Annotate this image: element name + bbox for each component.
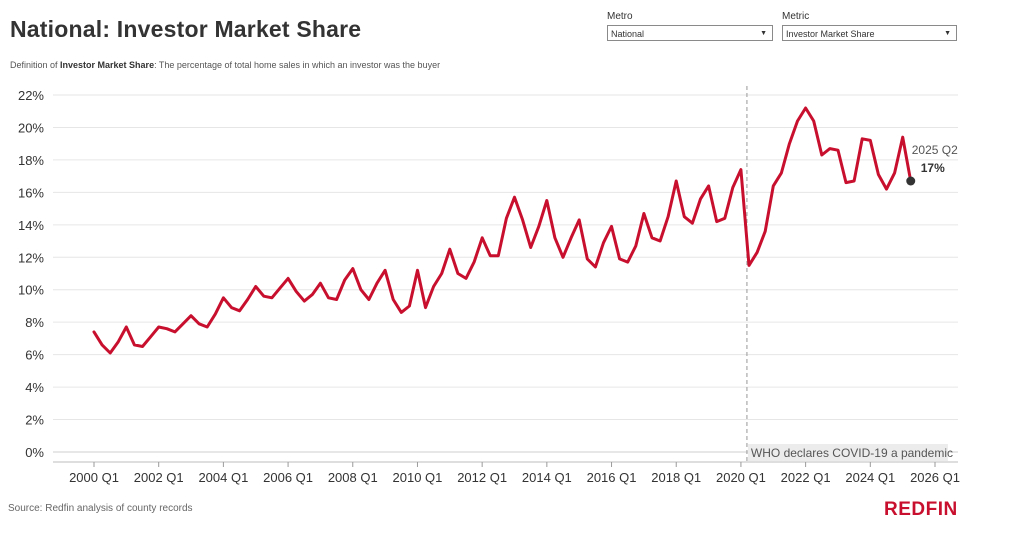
endpoint-marker: [906, 176, 916, 186]
x-tick-label: 2014 Q1: [522, 470, 572, 485]
source-note: Source: Redfin analysis of county record…: [8, 503, 193, 514]
x-tick-label: 2006 Q1: [263, 470, 313, 485]
chevron-down-icon[interactable]: ▼: [944, 30, 951, 37]
x-tick-label: 2020 Q1: [716, 470, 766, 485]
metro-dropdown[interactable]: National ▼: [607, 25, 773, 41]
metric-definition: Definition of Investor Market Share: The…: [10, 60, 440, 70]
investor-share-line: [92, 106, 913, 355]
x-tick-label: 2002 Q1: [134, 470, 184, 485]
x-tick-label: 2018 Q1: [651, 470, 701, 485]
y-tick-label: 22%: [18, 88, 44, 103]
x-tick-label: 2024 Q1: [845, 470, 895, 485]
endpoint-period-label: 2025 Q2: [912, 143, 958, 157]
definition-text: : The percentage of total home sales in …: [154, 60, 441, 70]
definition-prefix: Definition of: [10, 60, 61, 70]
covid-annotation-label: WHO declares COVID-19 a pandemic: [751, 446, 953, 460]
y-tick-label: 8%: [25, 315, 44, 330]
y-tick-label: 6%: [25, 348, 44, 363]
redfin-logo: REDFIN: [884, 499, 958, 520]
definition-term: Investor Market Share: [60, 60, 155, 70]
metro-filter: Metro National ▼: [607, 11, 773, 41]
covid-annotation-background: [747, 444, 948, 461]
y-tick-label: 0%: [25, 445, 44, 460]
metric-filter: Metric Investor Market Share ▼: [782, 11, 957, 41]
x-tick-label: 2012 Q1: [457, 470, 507, 485]
y-tick-label: 12%: [18, 250, 44, 265]
metric-dropdown-value: Investor Market Share: [786, 29, 875, 39]
y-tick-label: 20%: [18, 120, 44, 135]
metro-filter-label: Metro: [607, 11, 633, 22]
metro-dropdown-value: National: [611, 29, 645, 39]
y-tick-label: 4%: [25, 380, 44, 395]
y-tick-label: 18%: [18, 153, 44, 168]
x-tick-label: 2016 Q1: [587, 470, 637, 485]
x-tick-label: 2000 Q1: [69, 470, 119, 485]
endpoint-value-label: 17%: [921, 161, 945, 175]
y-tick-label: 10%: [18, 283, 44, 298]
x-tick-label: 2010 Q1: [393, 470, 443, 485]
metric-dropdown[interactable]: Investor Market Share ▼: [782, 25, 957, 41]
chevron-down-icon[interactable]: ▼: [760, 30, 767, 37]
x-tick-label: 2022 Q1: [781, 470, 831, 485]
x-tick-label: 2008 Q1: [328, 470, 378, 485]
y-tick-label: 16%: [18, 185, 44, 200]
line-chart: 0% 2% 4% 6% 8% 10% 12% 14% 16% 18% 20% 22% 2000 Q1 20…: [18, 86, 960, 485]
metric-filter-label: Metric: [782, 11, 810, 22]
x-tick-label: 2004 Q1: [198, 470, 248, 485]
x-tick-label: 2026 Q1: [910, 470, 960, 485]
page-title: National: Investor Market Share: [10, 16, 362, 42]
y-tick-label: 2%: [25, 413, 44, 428]
y-tick-label: 14%: [18, 218, 44, 233]
